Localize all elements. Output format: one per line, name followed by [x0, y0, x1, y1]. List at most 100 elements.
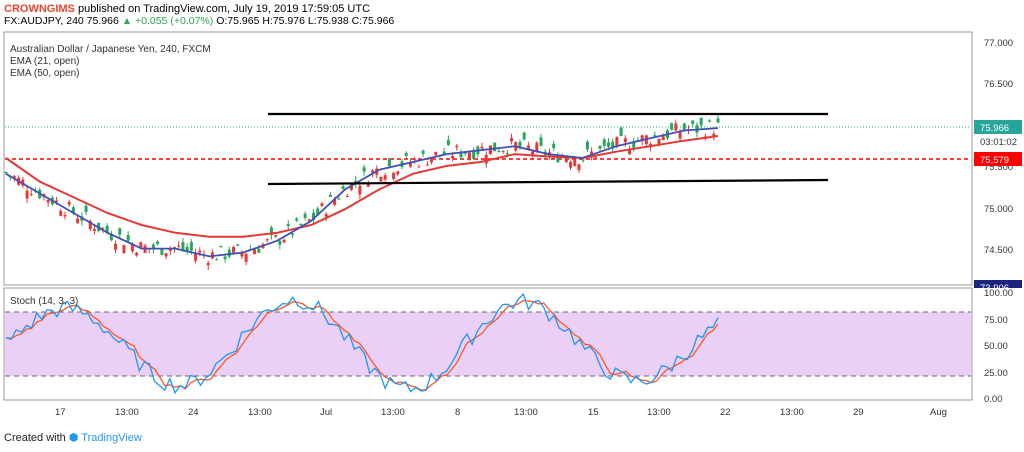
candle-body: [341, 186, 345, 190]
candle-body: [404, 152, 408, 156]
candle-body: [63, 214, 67, 217]
candle-body: [619, 127, 623, 136]
candle-body: [682, 123, 686, 131]
candle-body: [585, 141, 589, 150]
time-tick: 29: [853, 407, 864, 418]
tradingview-logo-icon: ⬢: [68, 432, 79, 444]
candle-body: [602, 139, 606, 146]
candle-body: [164, 253, 168, 257]
price-axis[interactable]: 77.000 76.500 75.500 75.000 74.500 75.96…: [974, 38, 1022, 294]
candle-body: [126, 235, 130, 241]
price-chart[interactable]: 77.000 76.500 75.500 75.000 74.500 75.96…: [0, 28, 1024, 424]
price-tick: 75.000: [984, 204, 1013, 215]
time-tick: 22: [720, 407, 731, 418]
stoch-axis[interactable]: 100.00 75.00 50.00 25.00 0.00: [984, 288, 1013, 405]
candle-body: [657, 139, 661, 146]
candle-body: [653, 135, 657, 137]
candle-body: [12, 176, 16, 178]
publish-text: published on TradingView.com, July 19, 2…: [77, 3, 371, 15]
candle-body: [522, 132, 526, 140]
candle-body: [493, 142, 497, 152]
candle-body: [674, 123, 678, 131]
candle-body: [130, 243, 134, 252]
candle-body: [417, 166, 421, 168]
stoch-legend[interactable]: Stoch (14, 3, 3): [10, 296, 79, 307]
candle-body: [114, 243, 118, 250]
time-tick: 17: [55, 407, 66, 418]
candle-body: [510, 137, 514, 142]
candle-body: [324, 213, 328, 217]
candle-body: [160, 248, 164, 256]
candle-body: [312, 212, 316, 221]
candle-body: [434, 151, 438, 156]
candle-body: [118, 228, 122, 235]
candle-body: [299, 223, 303, 226]
chart-area[interactable]: 77.000 76.500 75.500 75.000 74.500 75.96…: [0, 28, 1024, 424]
support-trendline[interactable]: [267, 178, 829, 186]
stoch-tick: 100.00: [984, 288, 1013, 299]
candle-body: [716, 118, 720, 123]
candle-body: [472, 150, 476, 159]
author-name[interactable]: CROWNGIMS: [4, 3, 75, 15]
candle-body: [526, 145, 530, 150]
ema21-legend[interactable]: EMA (21, open): [10, 56, 80, 67]
candle-body: [244, 253, 248, 262]
candle-body: [362, 167, 366, 172]
time-tick: Aug: [930, 407, 947, 418]
candle-body: [333, 198, 337, 205]
candle-body: [413, 158, 417, 160]
candle-body: [316, 208, 320, 215]
candle-body: [459, 152, 463, 158]
time-tick: 13:00: [647, 407, 671, 418]
ohlc-values: O:75.965 H:75.976 L:75.938 C:75.966: [216, 15, 395, 27]
candle-body: [497, 150, 501, 152]
time-tick: 24: [188, 407, 199, 418]
candle-body: [92, 229, 96, 232]
candle-body: [501, 150, 505, 152]
candle-body: [632, 141, 636, 148]
candle-body: [156, 241, 160, 244]
candle-body: [699, 117, 703, 126]
candle-body: [594, 156, 598, 158]
candle-body: [307, 219, 311, 222]
time-tick: 13:00: [780, 407, 804, 418]
stoch-tick: 25.00: [984, 368, 1008, 379]
time-tick: 13:00: [514, 407, 538, 418]
time-axis[interactable]: 17 13:00 24 13:00 Jul 13:00 8 13:00 15 1…: [55, 407, 947, 418]
last-price-label: 75.966: [980, 123, 1009, 134]
candle-body: [206, 263, 210, 266]
stoch-k-line: [5, 292, 719, 395]
up-arrow-icon: ▲: [121, 15, 133, 27]
candle-body: [531, 151, 535, 156]
footer: Created with ⬢ TradingView: [4, 431, 142, 444]
candle-body: [387, 158, 391, 167]
candle-body: [236, 244, 240, 246]
candle-body: [46, 199, 50, 203]
hidden-price-badge: [974, 280, 1022, 288]
candle-body: [451, 155, 455, 158]
tradingview-brand[interactable]: TradingView: [81, 432, 142, 444]
candle-body: [278, 240, 282, 245]
candle-body: [628, 149, 632, 155]
candle-body: [257, 248, 261, 253]
candle-body: [219, 246, 223, 248]
candle-body: [480, 146, 484, 149]
candle-body: [535, 142, 539, 152]
candle-body: [240, 252, 244, 257]
price-tick: 75.500: [984, 162, 1013, 173]
candle-body: [556, 157, 560, 163]
candle-body: [446, 139, 450, 145]
candle-body: [611, 141, 615, 149]
candle-body: [430, 158, 434, 163]
candle-body: [282, 239, 286, 243]
candle-body: [371, 170, 375, 173]
candle-body: [295, 218, 299, 221]
countdown-label: 03:01:02: [980, 137, 1017, 148]
candle-body: [181, 242, 185, 251]
main-pane-border: [3, 31, 973, 286]
footer-prefix: Created with: [4, 432, 66, 444]
ema50-legend[interactable]: EMA (50, open): [10, 68, 80, 79]
candle-body: [215, 259, 219, 261]
candle-body: [55, 200, 59, 203]
candle-body: [670, 123, 674, 130]
